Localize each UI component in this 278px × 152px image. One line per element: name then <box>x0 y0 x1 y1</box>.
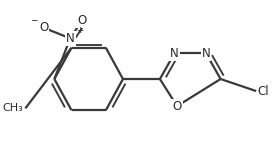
Text: N: N <box>202 47 210 60</box>
Text: N: N <box>170 47 179 60</box>
Text: Cl: Cl <box>257 85 269 98</box>
Text: O: O <box>172 100 182 113</box>
Text: O: O <box>78 14 87 27</box>
Text: N: N <box>66 32 75 45</box>
Text: CH₃: CH₃ <box>3 103 23 113</box>
Text: −: − <box>31 16 38 24</box>
Text: O: O <box>39 21 48 34</box>
Text: +: + <box>76 26 83 35</box>
